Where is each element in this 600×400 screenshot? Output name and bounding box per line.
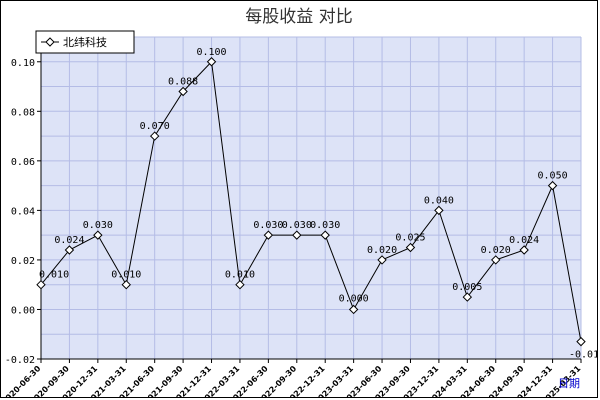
data-point-marker [320,230,330,240]
grid-lines [40,36,582,360]
data-label: 0.000 [339,293,369,304]
data-point-marker [206,57,217,67]
data-point-marker [377,255,387,265]
data-point-marker [462,292,473,302]
data-label: 0.024 [54,235,84,246]
legend-box [35,30,135,54]
chart-title: 每股收益 对比 [245,7,352,27]
data-point-marker [263,230,274,240]
data-label: 0.010 [39,270,69,281]
data-label: 0.070 [140,121,170,132]
data-point-marker [235,279,245,290]
y-tick-label: 0.02 [11,256,35,267]
data-label: 0.010 [111,270,141,281]
data-label: 0.020 [367,245,397,256]
data-label: 0.024 [509,235,539,246]
data-label: 0.010 [225,270,255,281]
data-point-marker [36,279,46,290]
data-point-marker [292,230,302,240]
data-point-marker [547,180,558,191]
y-tick-label: 0.00 [11,305,35,316]
y-tick-label: 0.08 [11,107,35,118]
y-tick-label: -0.02 [5,355,35,366]
data-point-marker [64,245,75,255]
data-point-marker [405,242,416,253]
data-label: 0.030 [253,220,283,231]
data-label: 0.050 [538,171,568,182]
data-label: 0.020 [481,245,511,256]
data-point-marker [121,279,131,290]
x-axis: 2020-06-302020-09-302020-12-312021-03-31… [1,358,583,397]
data-point-marker [519,245,529,255]
plot-area [41,37,581,359]
data-label: 0.030 [83,220,113,231]
legend-marker-icon [45,37,55,47]
data-label: -0.013 [569,350,597,361]
data-point-marker [178,86,188,97]
data-point-marker [434,205,444,216]
legend-entry: 北纬科技 [63,35,107,49]
data-point-marker [576,336,586,347]
y-tick-label: 0.10 [11,58,35,69]
data-point-marker [491,255,501,265]
data-label: 0.005 [452,282,482,293]
data-label: 0.025 [395,233,425,244]
data-label: 0.030 [310,220,340,231]
x-axis-label: 日期 [558,377,580,390]
y-axis: -0.02 0.00 0.02 0.04 0.06 0.08 0.10 [5,37,42,366]
data-label: 0.040 [424,195,454,206]
series-line: 0.010 0.024 0.030 0.010 0.070 0.088 0.100 0.010… [36,47,597,361]
data-point-marker [93,230,103,240]
y-tick-label: 0.06 [11,157,35,168]
data-point-marker [348,304,359,315]
legend: 北纬科技 [35,30,135,54]
data-label: 0.030 [282,220,312,231]
y-tick-label: 0.04 [11,206,35,217]
series-polyline [40,60,582,342]
data-label: 0.088 [168,76,198,87]
data-label: 0.100 [196,47,226,58]
data-point-marker [149,131,160,141]
